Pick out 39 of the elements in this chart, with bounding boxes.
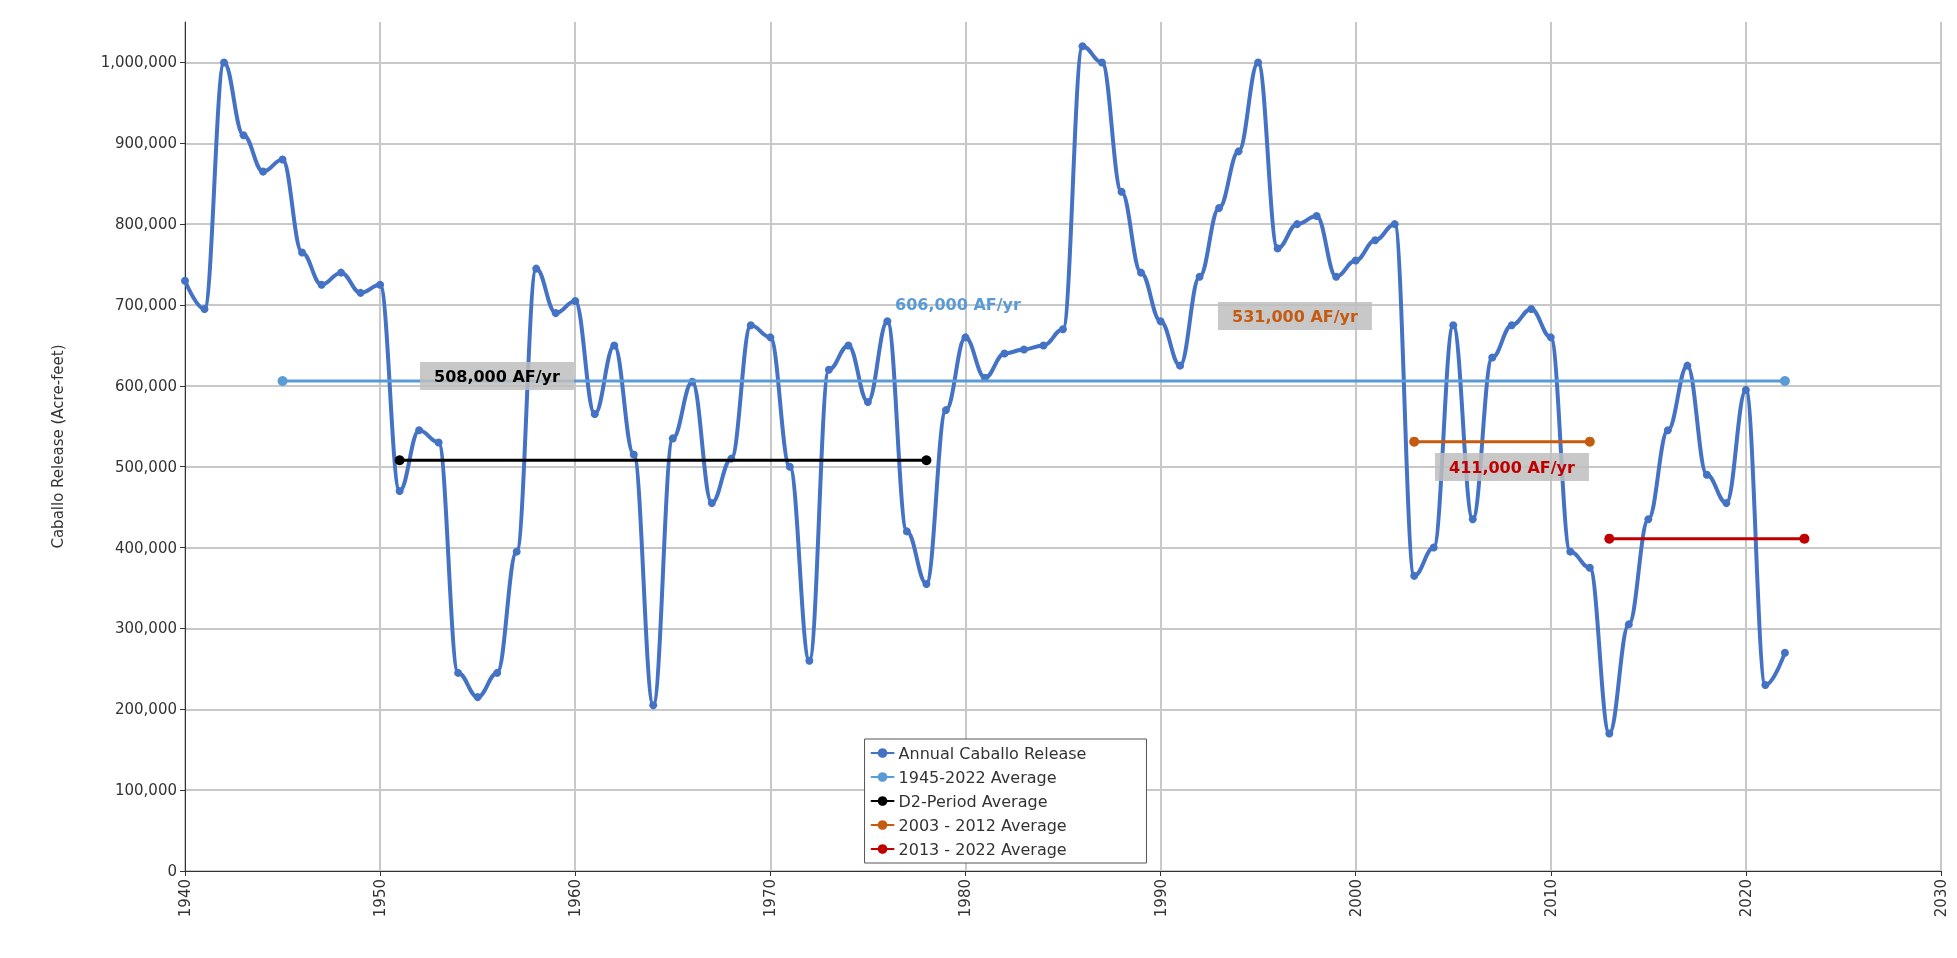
legend-label: Annual Caballo Release bbox=[898, 743, 1087, 763]
y-tick-label: 800,000 bbox=[114, 215, 177, 234]
point bbox=[1409, 436, 1420, 447]
legend-label: 2013 - 2022 Average bbox=[898, 839, 1067, 859]
x-tick-label: 1960 bbox=[566, 879, 585, 918]
y-tick-label: 1,000,000 bbox=[100, 53, 177, 72]
x-tick-label: 2020 bbox=[1736, 879, 1755, 918]
point bbox=[921, 455, 932, 466]
x-tick-label: 1950 bbox=[371, 879, 390, 918]
legend-label: D2-Period Average bbox=[898, 791, 1048, 811]
y-tick-label: 400,000 bbox=[114, 538, 177, 557]
point bbox=[1584, 436, 1595, 447]
annotation: 606,000 AF/yr bbox=[895, 294, 1022, 314]
y-axis-title: Caballo Release (Acre-feet) bbox=[48, 344, 67, 549]
y-tick-label: 700,000 bbox=[114, 296, 177, 314]
y-tick-label: 900,000 bbox=[114, 134, 177, 153]
x-tick-label: 1940 bbox=[176, 879, 194, 918]
point bbox=[1799, 533, 1810, 544]
legend-label: 2003 - 2012 Average bbox=[898, 815, 1067, 835]
x-tick-label: 1970 bbox=[761, 879, 780, 918]
point bbox=[1604, 533, 1615, 544]
y-tick-label: 200,000 bbox=[114, 700, 177, 719]
x-tick-label: 2010 bbox=[1541, 879, 1560, 918]
y-tick-label: 500,000 bbox=[114, 457, 177, 476]
annotation: 531,000 AF/yr bbox=[1232, 306, 1359, 326]
point bbox=[394, 455, 405, 466]
x-tick-label: 2030 bbox=[1932, 879, 1950, 918]
x-tick-label: 2000 bbox=[1346, 879, 1365, 918]
x-tick-label: 1980 bbox=[956, 879, 975, 918]
annotation: 411,000 AF/yr bbox=[1449, 457, 1576, 477]
y-tick-label: 100,000 bbox=[114, 781, 177, 800]
legend-label: 1945-2022 Average bbox=[898, 767, 1057, 787]
annotation: 508,000 AF/yr bbox=[434, 366, 561, 386]
point bbox=[277, 376, 288, 386]
y-tick-label: 0 bbox=[167, 862, 177, 880]
y-tick-label: 600,000 bbox=[114, 376, 177, 395]
point bbox=[1779, 376, 1790, 386]
y-tick-label: 300,000 bbox=[114, 619, 177, 638]
x-tick-label: 1990 bbox=[1151, 879, 1170, 918]
